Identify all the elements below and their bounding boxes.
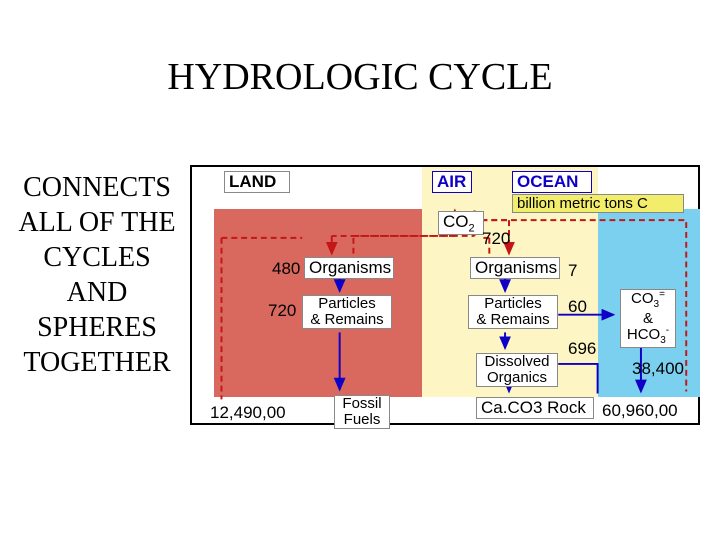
carbon-cycle-diagram: LAND AIR OCEANbillion metric tons C CO2 Orga… <box>190 165 700 425</box>
subtitle-line: AND <box>12 275 182 310</box>
value-v38400: 38,400 <box>632 359 684 379</box>
box-organisms_l: Organisms <box>304 257 394 279</box>
value-v720b: 720 <box>268 301 296 321</box>
box-ocean_label: OCEAN <box>512 171 592 193</box>
subtitle-line: TOGETHER <box>12 345 182 380</box>
value-v696: 696 <box>568 339 596 359</box>
box-particles_r: Particles& Remains <box>468 295 558 329</box>
value-v12490: 12,490,00 <box>210 403 286 423</box>
box-dissolved: DissolvedOrganics <box>476 353 558 387</box>
value-v480: 480 <box>272 259 300 279</box>
page-title: HYDROLOGIC CYCLE <box>0 55 720 99</box>
box-co2: CO2 <box>438 211 484 235</box>
value-v7: 7 <box>568 261 577 281</box>
box-organisms_r: Organisms <box>470 257 560 279</box>
box-land_label: LAND <box>224 171 290 193</box>
box-caco3: Ca.CO3 Rock <box>476 397 594 419</box>
box-fossil: FossilFuels <box>334 395 390 429</box>
value-v60960: 60,960,00 <box>602 401 678 421</box>
subtitle-block: CONNECTSALL OF THECYCLESANDSPHERESTOGETH… <box>12 170 182 380</box>
box-units: billion metric tons C <box>512 194 684 213</box>
subtitle-line: CONNECTS <box>12 170 182 205</box>
box-air_label: AIR <box>432 171 472 193</box>
box-co3: CO3=&HCO3- <box>620 289 676 348</box>
value-v60: 60 <box>568 297 587 317</box>
subtitle-line: ALL OF THE <box>12 205 182 240</box>
subtitle-line: SPHERES <box>12 310 182 345</box>
value-v720a: 720 <box>482 229 510 249</box>
box-particles_l: Particles& Remains <box>302 295 392 329</box>
subtitle-line: CYCLES <box>12 240 182 275</box>
